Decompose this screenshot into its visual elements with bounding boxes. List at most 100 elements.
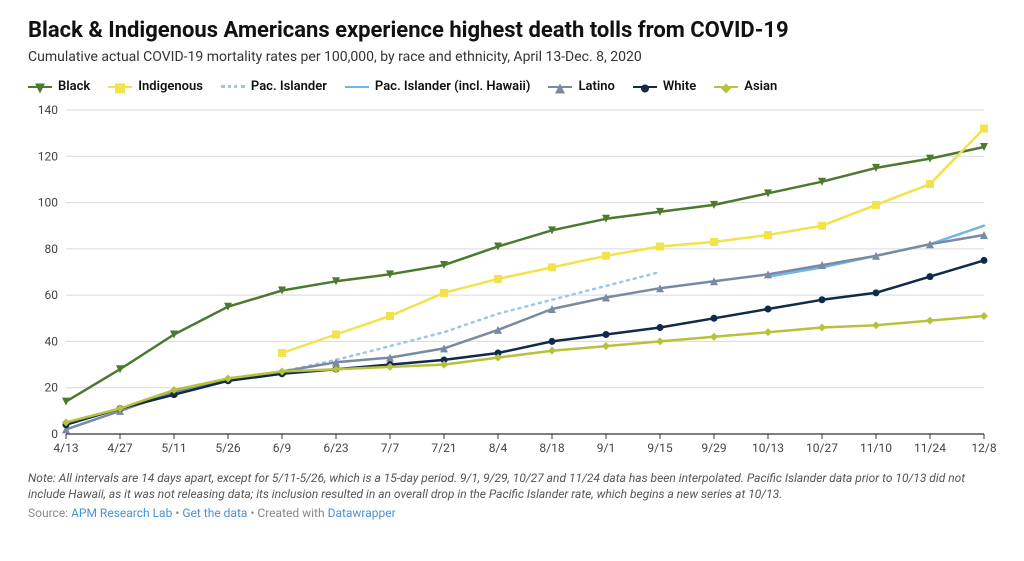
series-marker-indigenous xyxy=(494,275,502,283)
series-marker-white xyxy=(603,331,610,338)
source-line: Source: APM Research Lab • Get the data … xyxy=(28,506,996,520)
series-marker-asian xyxy=(980,312,988,320)
legend-swatch-asian xyxy=(714,86,738,88)
legend-label-indigenous: Indigenous xyxy=(138,79,203,94)
legend-item-pac-islander-hawaii: Pac. Islander (incl. Hawaii) xyxy=(345,79,531,94)
legend-marker-indigenous xyxy=(115,82,125,92)
legend-label-pac-islander-hawaii: Pac. Islander (incl. Hawaii) xyxy=(375,79,531,94)
series-marker-indigenous xyxy=(710,238,718,246)
source-prefix: Source: xyxy=(28,506,71,520)
series-marker-asian xyxy=(332,365,340,373)
series-marker-asian xyxy=(602,342,610,350)
y-tick-label: 40 xyxy=(45,334,59,348)
legend-item-black: Black xyxy=(28,79,90,94)
series-marker-indigenous xyxy=(818,222,826,230)
y-tick-label: 100 xyxy=(38,196,58,210)
series-marker-asian xyxy=(548,347,556,355)
y-tick-label: 120 xyxy=(38,149,58,163)
series-marker-indigenous xyxy=(440,289,448,297)
series-marker-indigenous xyxy=(278,349,286,357)
legend-marker-asian xyxy=(721,82,731,92)
x-tick-label: 6/23 xyxy=(323,441,348,455)
series-marker-white xyxy=(657,324,664,331)
series-marker-white xyxy=(873,289,880,296)
series-marker-black xyxy=(62,398,70,406)
legend-label-white: White xyxy=(663,79,696,94)
series-marker-asian xyxy=(656,337,664,345)
legend-swatch-latino xyxy=(548,86,572,88)
legend-label-black: Black xyxy=(58,79,90,94)
x-tick-label: 4/27 xyxy=(107,441,132,455)
source-sep: • Created with xyxy=(250,506,327,520)
legend-swatch-white xyxy=(633,86,657,88)
x-tick-label: 10/27 xyxy=(806,441,838,455)
x-tick-label: 8/18 xyxy=(539,441,564,455)
y-tick-label: 0 xyxy=(51,427,58,441)
series-marker-indigenous xyxy=(872,201,880,209)
y-tick-label: 140 xyxy=(38,103,58,117)
series-marker-indigenous xyxy=(764,231,772,239)
footnote: Note: All intervals are 14 days apart, e… xyxy=(28,470,996,502)
chart-area: 0 20 40 60 80 100 120 140 4/13 4/27 5/11 5/26 6/9 6/2… xyxy=(28,100,996,460)
series-marker-asian xyxy=(872,321,880,329)
source-link-apm[interactable]: APM Research Lab xyxy=(71,506,172,520)
x-tick-label: 6/9 xyxy=(273,441,291,455)
legend: Black Indigenous Pac. Islander Pac. Islande… xyxy=(28,79,996,94)
x-tick-label: 10/13 xyxy=(752,441,784,455)
legend-swatch-pac-islander xyxy=(221,85,245,88)
series-marker-white xyxy=(765,306,772,313)
x-tick-label: 12/8 xyxy=(971,441,996,455)
source-link-data[interactable]: Get the data xyxy=(182,506,247,520)
x-tick-label: 5/11 xyxy=(161,441,186,455)
y-tick-label: 60 xyxy=(45,288,59,302)
x-tick-label: 9/29 xyxy=(701,441,726,455)
page-title: Black & Indigenous Americans experience … xyxy=(28,18,996,43)
line-chart: 0 20 40 60 80 100 120 140 4/13 4/27 5/11 5/26 6/9 6/2… xyxy=(28,100,996,460)
legend-label-latino: Latino xyxy=(578,79,614,94)
subtitle: Cumulative actual COVID-19 mortality rat… xyxy=(28,49,996,65)
legend-item-white: White xyxy=(633,79,696,94)
series-line-white xyxy=(66,260,984,424)
series-marker-indigenous xyxy=(386,312,394,320)
legend-swatch-indigenous xyxy=(108,86,132,88)
x-tick-label: 9/15 xyxy=(647,441,672,455)
x-tick-label: 7/7 xyxy=(381,441,400,455)
legend-item-asian: Asian xyxy=(714,79,777,94)
x-tick-label: 9/1 xyxy=(597,441,615,455)
series-line-asian xyxy=(66,316,984,422)
y-tick-label: 80 xyxy=(45,242,59,256)
legend-label-pac-islander: Pac. Islander xyxy=(251,79,327,94)
legend-marker-black xyxy=(35,82,45,92)
legend-item-latino: Latino xyxy=(548,79,614,94)
series-marker-asian xyxy=(764,328,772,336)
series-marker-white xyxy=(927,273,934,280)
series-marker-indigenous xyxy=(332,330,340,338)
series-marker-asian xyxy=(818,324,826,332)
x-tick-label: 8/4 xyxy=(489,441,508,455)
series-marker-indigenous xyxy=(656,243,664,251)
series-marker-indigenous xyxy=(926,180,934,188)
legend-marker-latino xyxy=(555,82,565,92)
series-marker-indigenous xyxy=(548,263,556,271)
x-tick-label: 4/13 xyxy=(53,441,78,455)
series-marker-white xyxy=(549,338,556,345)
series-marker-indigenous xyxy=(602,252,610,260)
legend-label-asian: Asian xyxy=(744,79,777,94)
legend-item-indigenous: Indigenous xyxy=(108,79,203,94)
series-marker-white xyxy=(819,296,826,303)
y-tick-label: 20 xyxy=(45,381,59,395)
source-link-datawrapper[interactable]: Datawrapper xyxy=(328,506,396,520)
x-tick-label: 11/24 xyxy=(914,441,946,455)
series-marker-asian xyxy=(926,317,934,325)
legend-swatch-black xyxy=(28,86,52,88)
legend-swatch-pac-islander-hawaii xyxy=(345,86,369,88)
legend-item-pac-islander: Pac. Islander xyxy=(221,79,327,94)
x-tick-label: 7/21 xyxy=(431,441,456,455)
series-marker-white xyxy=(711,315,718,322)
legend-marker-white xyxy=(640,82,650,92)
x-tick-label: 5/26 xyxy=(215,441,240,455)
series-marker-indigenous xyxy=(980,125,988,133)
series-line-latino xyxy=(66,235,984,429)
series-marker-asian xyxy=(710,333,718,341)
x-tick-label: 11/10 xyxy=(860,441,892,455)
